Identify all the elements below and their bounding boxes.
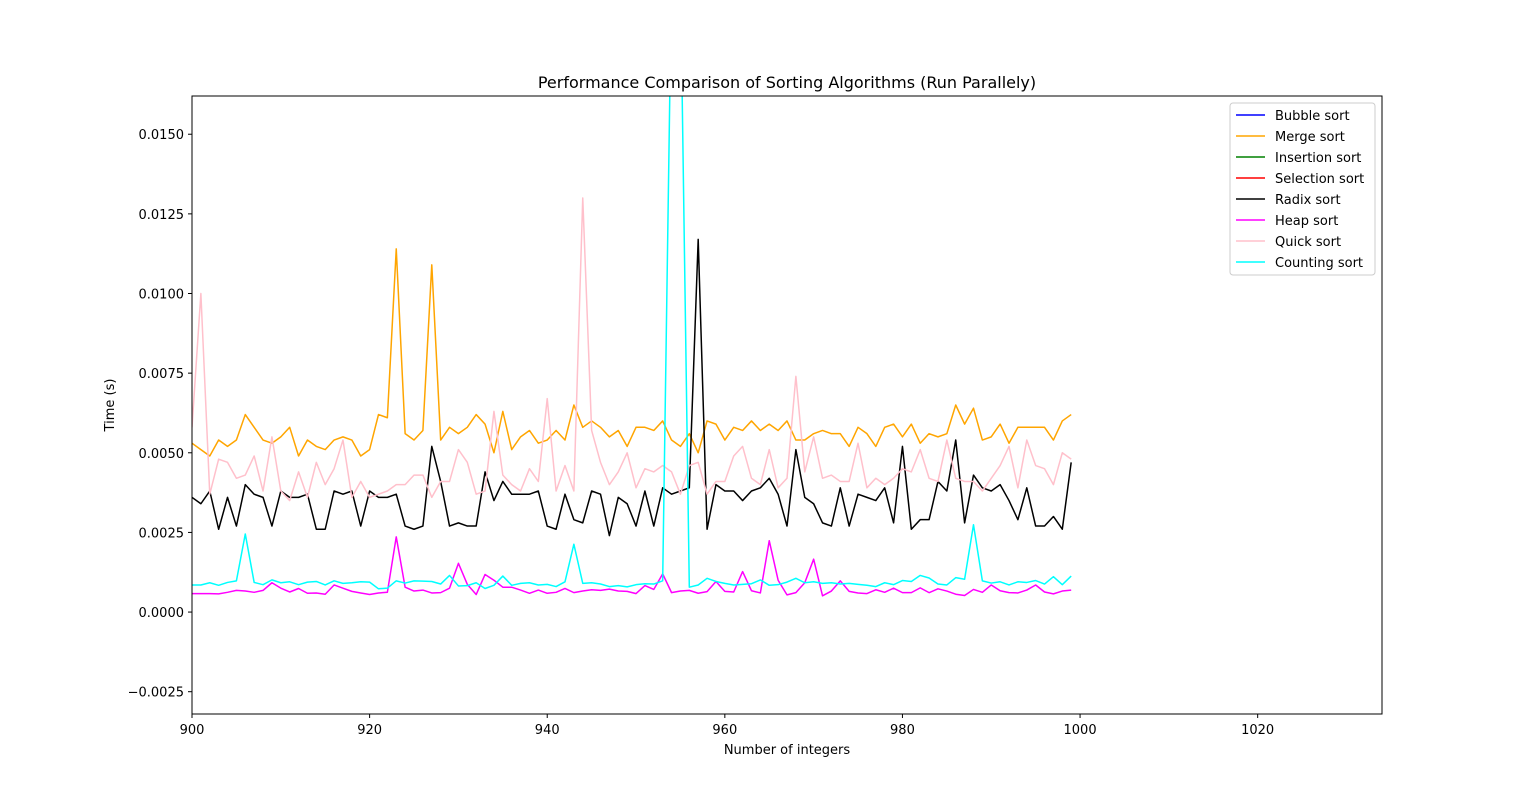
x-tick-label: 900 <box>180 723 205 738</box>
x-axis: 900 920 940 960 980 1000 1020 <box>180 714 1274 738</box>
legend-label-heap-sort: Heap sort <box>1275 214 1338 229</box>
series-line-heap-sort <box>192 536 1072 597</box>
y-tick-label: 0.0025 <box>139 526 185 541</box>
x-axis-title: Number of integers <box>724 743 851 758</box>
x-tick-label: 940 <box>535 723 560 738</box>
y-axis: −0.0025 0.0000 0.0025 0.0050 0.0075 0.0100 0.0… <box>128 128 192 701</box>
x-tick-label: 1020 <box>1241 723 1274 738</box>
x-tick-label: 920 <box>357 723 382 738</box>
x-tick-label: 1000 <box>1064 723 1097 738</box>
legend-label-bubble-sort: Bubble sort <box>1275 109 1350 124</box>
legend-label-insertion-sort: Insertion sort <box>1275 151 1361 166</box>
y-tick-label: 0.0075 <box>139 367 185 382</box>
y-tick-label: 0.0100 <box>139 288 185 303</box>
y-tick-label: −0.0025 <box>128 686 184 701</box>
legend-label-merge-sort: Merge sort <box>1275 130 1345 145</box>
series-line-quick-sort <box>192 197 1072 502</box>
y-tick-label: 0.0150 <box>139 128 185 143</box>
legend-label-radix-sort: Radix sort <box>1275 193 1341 208</box>
y-axis-title: Time (s) <box>103 379 118 433</box>
series-layer <box>192 96 1072 597</box>
x-tick-label: 980 <box>890 723 915 738</box>
series-line-counting-sort <box>192 96 1072 590</box>
legend-label-selection-sort: Selection sort <box>1275 172 1364 187</box>
y-tick-label: 0.0000 <box>139 606 185 621</box>
y-tick-label: 0.0050 <box>139 447 185 462</box>
series-line-radix-sort <box>192 238 1072 537</box>
legend: Bubble sort Merge sort Insertion sort Selec… <box>1229 102 1376 276</box>
chart-title: Performance Comparison of Sorting Algori… <box>538 73 1036 92</box>
legend-box <box>1229 102 1376 276</box>
plot-frame <box>191 95 1383 715</box>
x-tick-label: 960 <box>712 723 737 738</box>
legend-label-quick-sort: Quick sort <box>1275 235 1341 250</box>
legend-label-counting-sort: Counting sort <box>1275 256 1363 271</box>
y-tick-label: 0.0125 <box>139 208 185 223</box>
series-line-merge-sort <box>192 248 1072 457</box>
